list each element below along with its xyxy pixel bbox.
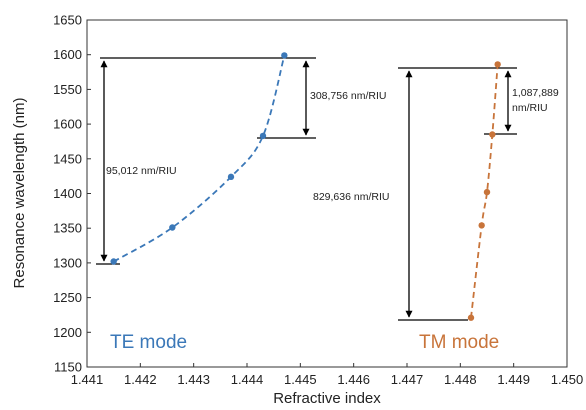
x-tick-label: 1.448 (444, 372, 477, 387)
x-tick-label: 1.443 (177, 372, 210, 387)
y-tick-label: 1550 (53, 82, 82, 97)
te-data-point (227, 173, 235, 181)
y-tick-label: 1200 (53, 325, 82, 340)
x-tick-label: 1.447 (391, 372, 424, 387)
x-tick-label: 1.446 (337, 372, 370, 387)
tm-data-point (467, 314, 475, 321)
te-mode-label: TE mode (110, 332, 187, 353)
y-tick-label: 1650 (53, 13, 82, 28)
x-tick-label: 1.441 (71, 372, 104, 387)
y-tick-label: 1350 (53, 221, 82, 236)
te-fit-line (113, 55, 286, 263)
tm-data-point (494, 61, 501, 68)
x-tick-label: 1.449 (497, 372, 530, 387)
y-tick-label: 1250 (53, 290, 82, 305)
y-tick-label: 1450 (53, 151, 82, 166)
x-tick-label: 1.444 (231, 372, 264, 387)
te-top-sensitivity: 308,756 nm/RIU (310, 90, 386, 102)
tm-full-sensitivity: 829,636 nm/RIU (313, 191, 389, 203)
x-axis: 1.441 1.442 1.443 1.444 1.445 1.446 1.447 1.448… (71, 363, 584, 387)
tm-data-point (489, 131, 496, 138)
y-tick-label: 1150 (54, 360, 82, 375)
te-data-point (281, 52, 288, 59)
tm-top-sensitivity-line2: nm/RIU (512, 102, 548, 114)
te-data-point (259, 132, 267, 140)
te-full-sensitivity: 95,012 nm/RIU (106, 165, 177, 177)
y-tick-label: 1600 (53, 47, 82, 62)
x-axis-label: Refractive index (273, 390, 381, 407)
x-tick-label: 1.442 (124, 372, 157, 387)
y-tick-label: 1400 (53, 186, 82, 201)
tm-data-point (483, 188, 491, 196)
tm-mode-label: TM mode (419, 332, 499, 353)
y-axis: 1150 1200 1250 1300 1350 1400 1450 1600 1550 1600… (53, 13, 91, 375)
x-tick-label: 1.450 (551, 372, 584, 387)
y-tick-label: 1600 (53, 117, 82, 132)
annotations: 95,012 nm/RIU 308,756 nm/RIU 829,636 nm/… (96, 57, 559, 321)
te-data-point (169, 224, 176, 231)
y-axis-label: Resonance wavelength (nm) (11, 98, 28, 289)
y-tick-label: 1300 (53, 255, 82, 270)
x-tick-label: 1.445 (284, 372, 317, 387)
te-data-point (110, 258, 117, 265)
tm-data-point (478, 222, 485, 229)
series-layer (110, 52, 501, 321)
tm-top-sensitivity-line1: 1,087,889 (512, 87, 559, 99)
